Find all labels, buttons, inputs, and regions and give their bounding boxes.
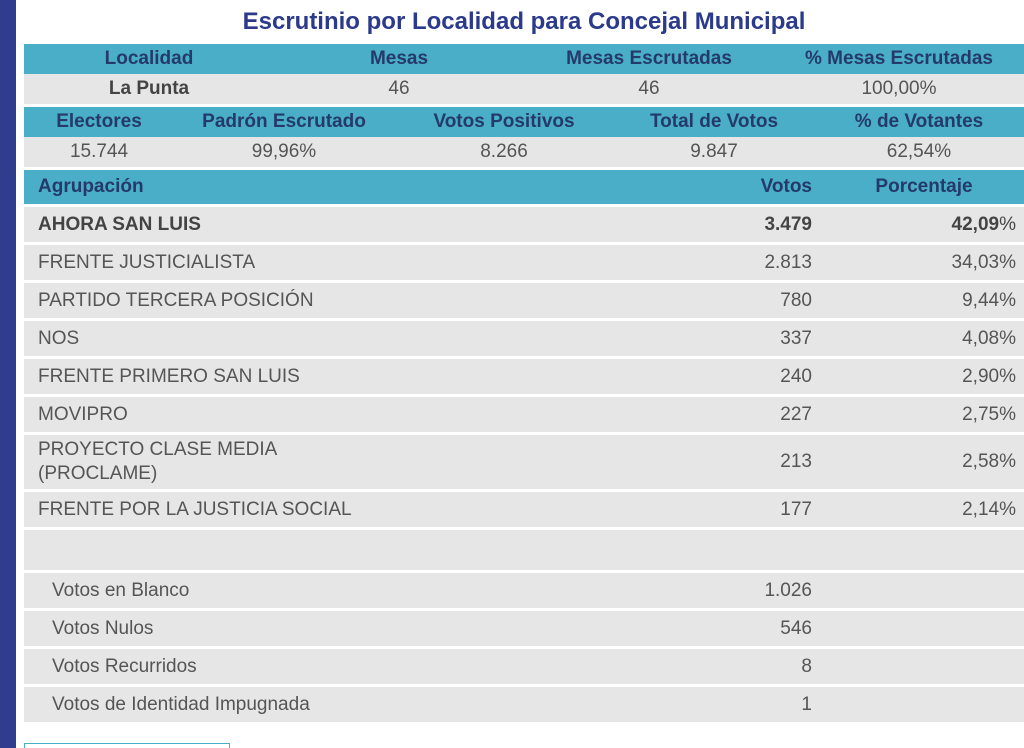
party-row: PROYECTO CLASE MEDIA (PROCLAME) 213 2,58% [24, 432, 1024, 491]
other-votes-row: Votos en Blanco 1.026 [24, 570, 1024, 610]
summary-table-electores: Electores Padrón Escrutado Votos Positiv… [24, 107, 1024, 167]
bottom-button-edge[interactable] [24, 743, 230, 748]
main-content: Escrutinio por Localidad para Concejal M… [24, 0, 1024, 748]
value-padron-escrutado: 99,96% [174, 137, 394, 167]
header-electores: Electores [24, 107, 174, 137]
header-agrupacion: Agrupación [24, 170, 724, 206]
other-votes-row: Votos Recurridos 8 [24, 646, 1024, 686]
party-votes: 177 [724, 489, 824, 529]
party-row: FRENTE JUSTICIALISTA 2.813 34,03% [24, 242, 1024, 282]
page-title: Escrutinio por Localidad para Concejal M… [242, 8, 806, 35]
party-name: FRENTE POR LA JUSTICIA SOCIAL [24, 489, 724, 529]
party-pct-suffix: % [999, 289, 1016, 311]
party-percentage: 42,09% [824, 204, 1024, 244]
party-name: FRENTE PRIMERO SAN LUIS [24, 356, 724, 396]
party-pct-suffix: % [999, 327, 1016, 349]
party-name-line2: (PROCLAME) [38, 463, 158, 484]
header-pct-votantes: % de Votantes [814, 107, 1024, 137]
party-pct-suffix: % [999, 251, 1016, 273]
other-votes-row: Votos Nulos 546 [24, 608, 1024, 648]
party-percentage: 2,75% [824, 394, 1024, 434]
party-row: AHORA SAN LUIS 3.479 42,09% [24, 204, 1024, 244]
party-pct-suffix: % [999, 365, 1016, 387]
other-votes-row: Votos de Identidad Impugnada 1 [24, 684, 1024, 722]
party-row: PARTIDO TERCERA POSICIÓN 780 9,44% [24, 280, 1024, 320]
value-votos-positivos: 8.266 [394, 137, 614, 167]
other-votes-value: 1 [724, 684, 824, 722]
party-row: FRENTE PRIMERO SAN LUIS 240 2,90% [24, 356, 1024, 396]
party-pct-value: 34,03 [951, 251, 1000, 273]
value-mesas-escrutadas: 46 [524, 74, 774, 104]
party-votes: 3.479 [724, 204, 824, 244]
other-votes-value: 8 [724, 646, 824, 686]
header-votos: Votos [724, 170, 824, 206]
value-localidad: La Punta [24, 74, 274, 104]
spacer-row [24, 527, 1024, 572]
party-pct-value: 42,09 [951, 213, 1000, 235]
party-pct-value: 2,14 [962, 498, 1000, 520]
party-votes: 213 [724, 432, 824, 491]
value-pct-mesas-escrutadas: 100,00% [774, 74, 1024, 104]
party-name: AHORA SAN LUIS [24, 204, 724, 244]
party-row: MOVIPRO 227 2,75% [24, 394, 1024, 434]
party-name: FRENTE JUSTICIALISTA [24, 242, 724, 282]
other-votes-value: 546 [724, 608, 824, 648]
party-name-line1: PROYECTO CLASE MEDIA [38, 439, 278, 460]
other-votes-value: 1.026 [724, 570, 824, 610]
other-votes-name: Votos Recurridos [24, 646, 724, 686]
other-votes-name: Votos en Blanco [24, 570, 724, 610]
party-name: NOS [24, 318, 724, 358]
party-percentage: 9,44% [824, 280, 1024, 320]
value-pct-votantes: 62,54% [814, 137, 1024, 167]
party-pct-value: 2,75 [962, 403, 1000, 425]
other-votes-name: Votos Nulos [24, 608, 724, 648]
header-votos-positivos: Votos Positivos [394, 107, 614, 137]
party-row: FRENTE POR LA JUSTICIA SOCIAL 177 2,14% [24, 489, 1024, 529]
party-percentage: 2,90% [824, 356, 1024, 396]
party-pct-value: 2,90 [962, 365, 1000, 387]
party-pct-value: 9,44 [962, 289, 1000, 311]
party-votes: 780 [724, 280, 824, 320]
party-pct-suffix: % [999, 498, 1016, 520]
party-pct-suffix: % [999, 213, 1016, 235]
header-porcentaje: Porcentaje [824, 170, 1024, 206]
party-votes: 227 [724, 394, 824, 434]
party-name: MOVIPRO [24, 394, 724, 434]
party-pct-value: 2,58 [962, 451, 1000, 472]
results-header-row: Agrupación Votos Porcentaje [24, 170, 1024, 206]
party-percentage: 2,14% [824, 489, 1024, 529]
header-mesas-escrutadas: Mesas Escrutadas [524, 44, 774, 74]
header-localidad: Localidad [24, 44, 274, 74]
header-pct-mesas-escrutadas: % Mesas Escrutadas [774, 44, 1024, 74]
header-total-votos: Total de Votos [614, 107, 814, 137]
party-name: PROYECTO CLASE MEDIA (PROCLAME) [24, 432, 724, 491]
party-name: PARTIDO TERCERA POSICIÓN [24, 280, 724, 320]
party-votes: 337 [724, 318, 824, 358]
party-pct-suffix: % [999, 403, 1016, 425]
results-table: Agrupación Votos Porcentaje AHORA SAN LU… [24, 170, 1024, 722]
electores-header-row: Electores Padrón Escrutado Votos Positiv… [24, 107, 1024, 137]
party-pct-suffix: % [999, 451, 1016, 472]
party-percentage: 2,58% [824, 432, 1024, 491]
value-total-votos: 9.847 [614, 137, 814, 167]
party-row: NOS 337 4,08% [24, 318, 1024, 358]
value-mesas: 46 [274, 74, 524, 104]
other-votes-name: Votos de Identidad Impugnada [24, 684, 724, 722]
header-padron-escrutado: Padrón Escrutado [174, 107, 394, 137]
party-pct-value: 4,08 [962, 327, 1000, 349]
header-mesas: Mesas [274, 44, 524, 74]
party-percentage: 34,03% [824, 242, 1024, 282]
left-sidebar-strip [0, 0, 16, 748]
electores-value-row: 15.744 99,96% 8.266 9.847 62,54% [24, 137, 1024, 167]
party-votes: 240 [724, 356, 824, 396]
summary-table-localidad: Localidad Mesas Mesas Escrutadas % Mesas… [24, 44, 1024, 104]
party-percentage: 4,08% [824, 318, 1024, 358]
party-votes: 2.813 [724, 242, 824, 282]
value-electores: 15.744 [24, 137, 174, 167]
summary-header-row: Localidad Mesas Mesas Escrutadas % Mesas… [24, 44, 1024, 74]
summary-value-row: La Punta 46 46 100,00% [24, 74, 1024, 104]
